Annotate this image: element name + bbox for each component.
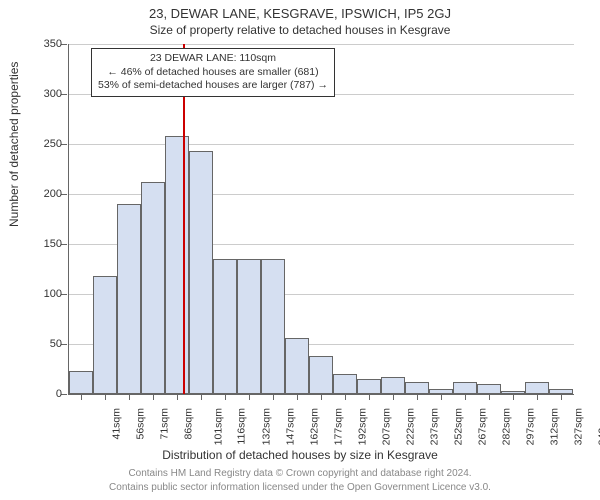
histogram-bar: [69, 371, 93, 394]
x-tick: [177, 394, 178, 400]
grid-line: [69, 144, 574, 145]
chart-title: 23, DEWAR LANE, KESGRAVE, IPSWICH, IP5 2…: [0, 0, 600, 21]
histogram-bar: [237, 259, 261, 394]
x-tick-label: 327sqm: [572, 408, 584, 445]
histogram-bar: [93, 276, 117, 394]
info-line-smaller: ← 46% of detached houses are smaller (68…: [98, 66, 328, 80]
x-tick-label: 71sqm: [159, 408, 171, 440]
x-tick-label: 342sqm: [596, 408, 600, 445]
x-tick-label: 41sqm: [111, 408, 123, 440]
x-tick: [129, 394, 130, 400]
x-tick-label: 312sqm: [548, 408, 560, 445]
x-tick-label: 116sqm: [236, 408, 248, 445]
x-tick-label: 192sqm: [356, 408, 368, 445]
histogram-bar: [405, 382, 429, 394]
info-line-property: 23 DEWAR LANE: 110sqm: [98, 52, 328, 66]
x-tick: [201, 394, 202, 400]
y-tick-label: 200: [44, 188, 62, 200]
x-tick-label: 147sqm: [284, 408, 296, 445]
x-tick: [537, 394, 538, 400]
x-tick-label: 267sqm: [476, 408, 488, 445]
x-tick-label: 222sqm: [404, 408, 416, 445]
footer-copyright: Contains HM Land Registry data © Crown c…: [0, 468, 600, 479]
histogram-bar: [333, 374, 357, 394]
x-tick-label: 252sqm: [452, 408, 464, 445]
x-tick-label: 282sqm: [500, 408, 512, 445]
histogram-bar: [285, 338, 309, 394]
x-tick-label: 162sqm: [308, 408, 320, 445]
y-tick-label: 250: [44, 138, 62, 150]
plot-region: 05010015020025030035041sqm56sqm71sqm86sq…: [68, 44, 574, 395]
x-tick: [369, 394, 370, 400]
y-tick-label: 0: [56, 388, 62, 400]
y-tick-label: 350: [44, 38, 62, 50]
chart-container: 23, DEWAR LANE, KESGRAVE, IPSWICH, IP5 2…: [0, 0, 600, 500]
histogram-bar: [357, 379, 381, 394]
x-tick-label: 56sqm: [135, 408, 147, 440]
x-axis-title: Distribution of detached houses by size …: [0, 448, 600, 462]
x-tick: [321, 394, 322, 400]
y-axis-title: Number of detached properties: [7, 62, 21, 227]
y-tick-label: 50: [50, 338, 62, 350]
x-tick: [465, 394, 466, 400]
x-tick: [273, 394, 274, 400]
y-tick-label: 300: [44, 88, 62, 100]
x-tick: [417, 394, 418, 400]
x-tick: [441, 394, 442, 400]
x-tick-label: 132sqm: [260, 408, 272, 445]
y-tick-label: 150: [44, 238, 62, 250]
histogram-bar: [189, 151, 213, 394]
histogram-bar: [117, 204, 141, 394]
histogram-bar: [309, 356, 333, 394]
y-tick-label: 100: [44, 288, 62, 300]
x-tick-label: 237sqm: [428, 408, 440, 445]
x-tick-label: 297sqm: [524, 408, 536, 445]
x-tick-label: 207sqm: [380, 408, 392, 445]
x-tick: [225, 394, 226, 400]
x-tick: [489, 394, 490, 400]
info-line-larger: 53% of semi-detached houses are larger (…: [98, 79, 328, 93]
x-tick: [81, 394, 82, 400]
histogram-bar: [261, 259, 285, 394]
x-tick: [153, 394, 154, 400]
chart-subtitle: Size of property relative to detached ho…: [0, 21, 600, 37]
histogram-bar: [453, 382, 477, 394]
footer-licence: Contains public sector information licen…: [0, 482, 600, 493]
chart-area: 05010015020025030035041sqm56sqm71sqm86sq…: [68, 44, 573, 394]
grid-line: [69, 44, 574, 45]
x-tick: [513, 394, 514, 400]
x-tick: [393, 394, 394, 400]
x-tick-label: 86sqm: [183, 408, 195, 440]
x-tick: [249, 394, 250, 400]
histogram-bar: [477, 384, 501, 394]
histogram-bar: [213, 259, 237, 394]
histogram-bar: [141, 182, 165, 394]
x-tick-label: 101sqm: [212, 408, 224, 445]
x-tick: [297, 394, 298, 400]
histogram-bar: [165, 136, 189, 394]
histogram-bar: [381, 377, 405, 394]
x-tick-label: 177sqm: [332, 408, 344, 445]
info-box: 23 DEWAR LANE: 110sqm← 46% of detached h…: [91, 48, 335, 97]
x-tick: [561, 394, 562, 400]
x-tick: [105, 394, 106, 400]
x-tick: [345, 394, 346, 400]
histogram-bar: [525, 382, 549, 394]
